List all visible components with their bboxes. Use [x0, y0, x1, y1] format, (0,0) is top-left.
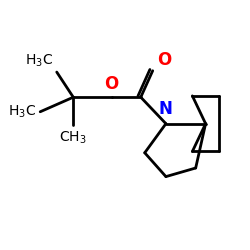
Text: O: O: [157, 51, 172, 69]
Text: H$_3$C: H$_3$C: [8, 104, 36, 120]
Text: CH$_3$: CH$_3$: [60, 130, 87, 146]
Text: N: N: [159, 100, 173, 118]
Text: O: O: [104, 74, 119, 92]
Text: H$_3$C: H$_3$C: [25, 53, 53, 70]
